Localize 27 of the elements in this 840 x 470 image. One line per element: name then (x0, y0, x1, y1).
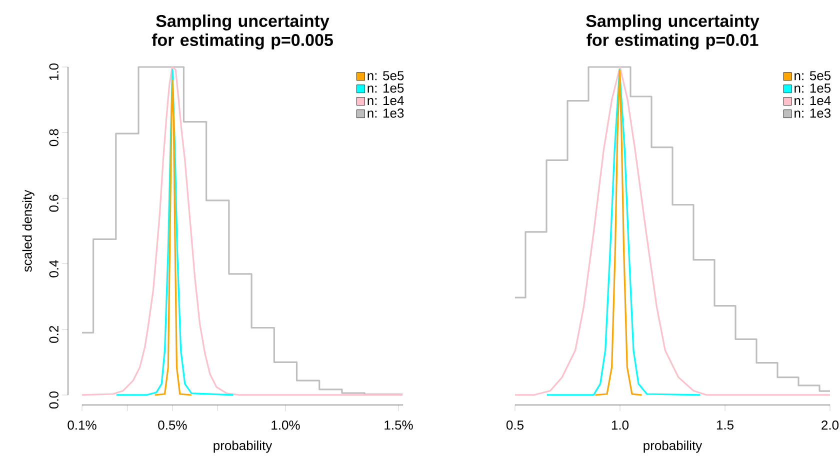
legend-label: n: 1e4 (368, 96, 404, 106)
x-tick-label: 1.5 (716, 420, 734, 430)
legend-label: n: 1e3 (368, 108, 404, 118)
y-tick-label: 0.4 (49, 260, 58, 278)
x-tick-label: 1.0 (612, 420, 629, 430)
legend-label: n: 5e5 (368, 71, 404, 80)
legend-label: n: 5e5 (794, 71, 831, 80)
y-tick-label: 0.6 (49, 194, 58, 212)
x-tick-label: 0.5 (506, 420, 524, 430)
x-tick-label: 0.1% (68, 420, 96, 430)
legend-label: n: 1e5 (368, 84, 404, 93)
x-tick-label: 0.5% (158, 420, 187, 430)
chart-title: Sampling uncertainty for estimating p=0.005 (152, 14, 333, 50)
legend-label: n: 1e4 (794, 96, 831, 106)
legend-label: n: 1e3 (794, 108, 831, 118)
x-tick-label: 1.5% (384, 420, 413, 430)
x-tick-label: 1.0% (272, 420, 300, 430)
y-axis-title: scaled density (22, 190, 34, 272)
x-tick-label: 2.0 (822, 420, 839, 430)
y-tick-label: 0.8 (49, 129, 58, 146)
x-axis-title: probability (214, 440, 272, 453)
y-tick-label: 1.0 (49, 63, 58, 80)
x-axis-title: probability (644, 440, 702, 453)
y-tick-label: 0.0 (49, 391, 58, 409)
y-tick-label: 0.2 (49, 326, 58, 343)
legend-label: n: 1e5 (794, 84, 831, 93)
chart-title: Sampling uncertainty for estimating p=0.01 (586, 14, 760, 50)
